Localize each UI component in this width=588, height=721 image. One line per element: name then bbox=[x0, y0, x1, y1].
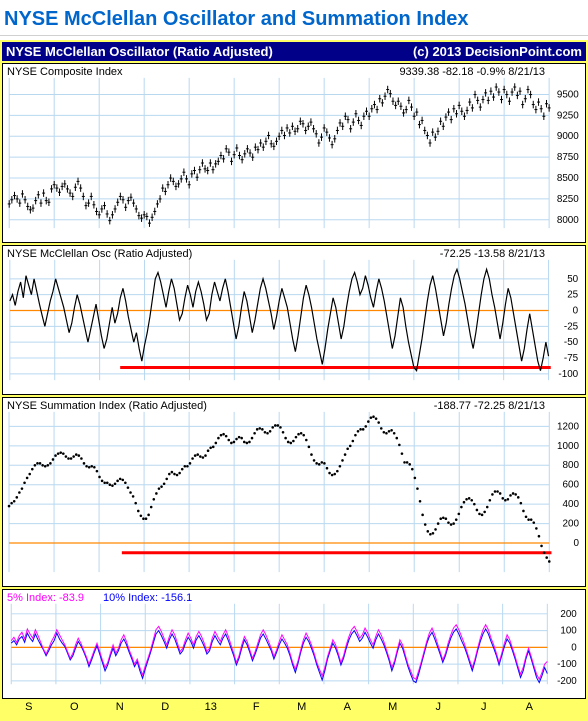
svg-text:200: 200 bbox=[562, 519, 579, 530]
xaxis-label: J bbox=[436, 701, 442, 713]
xaxis-label: F bbox=[253, 701, 260, 713]
panel2-stats: -72.25 -13.58 8/21/13 bbox=[440, 248, 545, 260]
xaxis-label: M bbox=[388, 701, 397, 713]
svg-text:0: 0 bbox=[573, 305, 579, 316]
svg-text:-100: -100 bbox=[557, 659, 577, 670]
svg-text:50: 50 bbox=[567, 274, 578, 285]
xaxis-label: 13 bbox=[205, 701, 217, 713]
panel-index-5-10: 5% Index: -83.9 10% Index: -156.1 -200 -1… bbox=[2, 589, 586, 699]
svg-text:9000: 9000 bbox=[557, 131, 579, 142]
svg-text:8500: 8500 bbox=[557, 173, 579, 184]
svg-text:1000: 1000 bbox=[557, 441, 579, 452]
panel4-5pct-label: 5% Index: -83.9 bbox=[7, 592, 84, 604]
svg-text:600: 600 bbox=[562, 480, 579, 491]
svg-text:0: 0 bbox=[571, 642, 577, 653]
xaxis-label: M bbox=[297, 701, 306, 713]
chart-header-title: NYSE McClellan Oscillator (Ratio Adjuste… bbox=[6, 44, 273, 59]
panel-composite-index: NYSE Composite Index 9339.38 -82.18 -0.9… bbox=[2, 63, 586, 243]
svg-text:800: 800 bbox=[562, 460, 579, 471]
panel2-title: NYSE McClellan Osc (Ratio Adjusted) bbox=[7, 248, 192, 260]
svg-text:1200: 1200 bbox=[557, 421, 579, 432]
xaxis-label: J bbox=[481, 701, 487, 713]
svg-text:-75: -75 bbox=[564, 353, 579, 364]
svg-text:-25: -25 bbox=[564, 321, 579, 332]
svg-text:8250: 8250 bbox=[557, 194, 579, 205]
svg-text:400: 400 bbox=[562, 499, 579, 510]
svg-text:-50: -50 bbox=[564, 337, 579, 348]
xaxis-label: A bbox=[344, 701, 351, 713]
svg-text:25: 25 bbox=[567, 290, 578, 301]
panel4-10pct-label: 10% Index: -156.1 bbox=[103, 592, 192, 604]
panel3-title: NYSE Summation Index (Ratio Adjusted) bbox=[7, 400, 207, 412]
xaxis-label: D bbox=[161, 701, 169, 713]
svg-text:-100: -100 bbox=[558, 369, 578, 380]
panel1-title: NYSE Composite Index bbox=[7, 66, 123, 78]
chart-container: NYSE McClellan Oscillator (Ratio Adjuste… bbox=[0, 40, 588, 721]
svg-text:8750: 8750 bbox=[557, 152, 579, 163]
svg-text:0: 0 bbox=[573, 538, 579, 549]
panel-summation-index: NYSE Summation Index (Ratio Adjusted) -1… bbox=[2, 397, 586, 587]
xaxis-label: S bbox=[25, 701, 32, 713]
svg-text:9500: 9500 bbox=[557, 90, 579, 101]
xaxis-label: A bbox=[526, 701, 533, 713]
svg-text:100: 100 bbox=[560, 626, 577, 637]
svg-text:200: 200 bbox=[560, 609, 577, 620]
svg-text:9250: 9250 bbox=[557, 110, 579, 121]
chart-header: NYSE McClellan Oscillator (Ratio Adjuste… bbox=[2, 42, 586, 61]
panel1-stats: 9339.38 -82.18 -0.9% 8/21/13 bbox=[399, 66, 545, 78]
xaxis-label: N bbox=[116, 701, 124, 713]
xaxis-label: O bbox=[70, 701, 79, 713]
page-title: NYSE McClellan Oscillator and Summation … bbox=[0, 0, 588, 36]
panel3-stats: -188.77 -72.25 8/21/13 bbox=[434, 400, 545, 412]
x-axis: S O N D 13 F M A M J J A bbox=[6, 701, 552, 719]
panel-mcclellan-osc: NYSE McClellan Osc (Ratio Adjusted) -72.… bbox=[2, 245, 586, 395]
chart-header-copyright: (c) 2013 DecisionPoint.com bbox=[413, 44, 582, 59]
svg-text:8000: 8000 bbox=[557, 215, 579, 226]
svg-text:-200: -200 bbox=[557, 676, 577, 687]
